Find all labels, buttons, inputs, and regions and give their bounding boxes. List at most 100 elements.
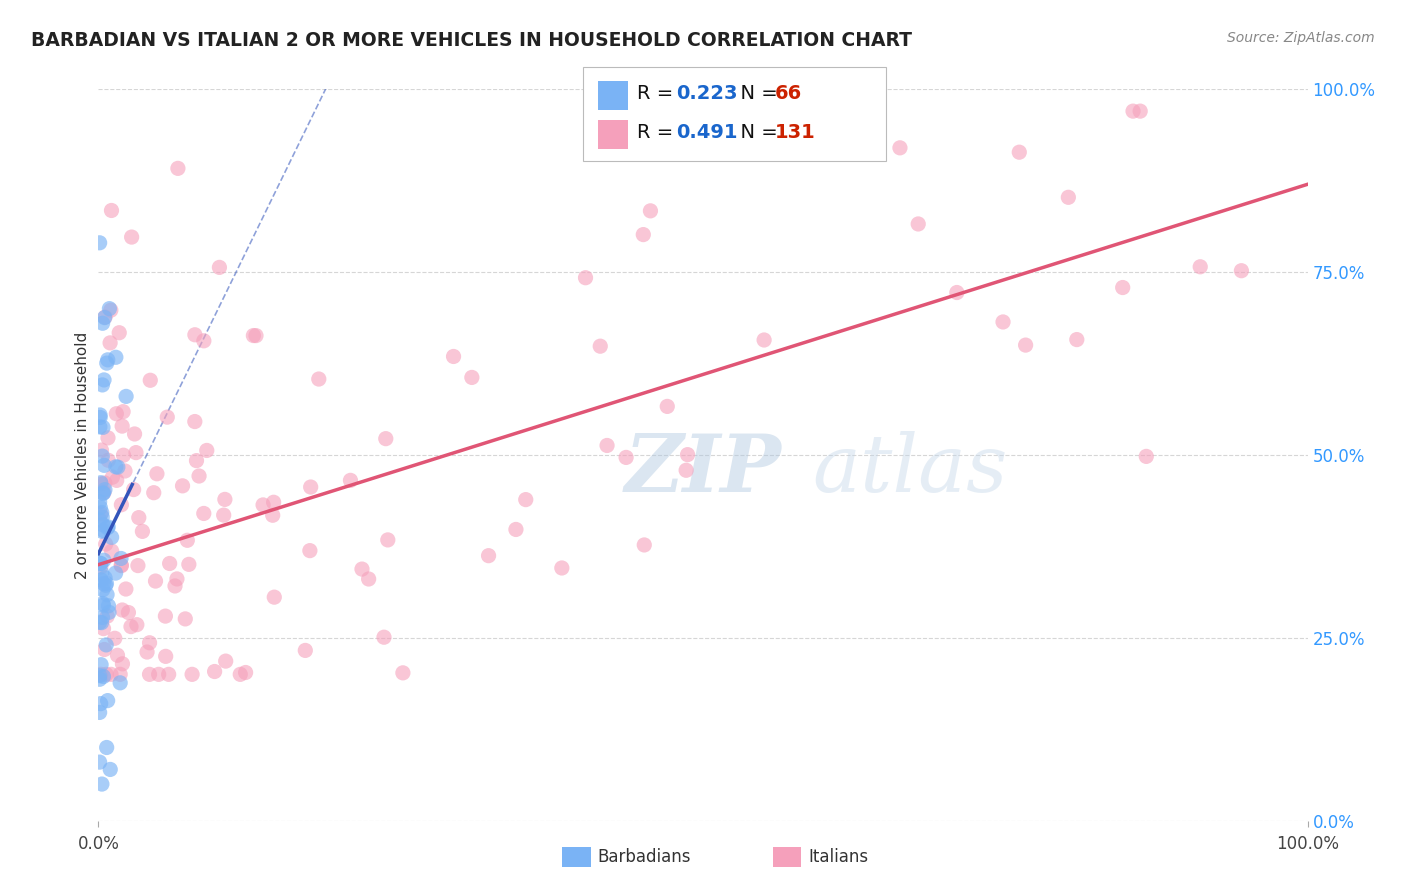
- Point: [94, 310, 117, 324]
- Point: [89, 408, 111, 422]
- Point: [657, 400, 679, 414]
- Point: [90, 560, 112, 574]
- Point: [1057, 190, 1080, 204]
- Point: [89, 513, 111, 527]
- Point: [90, 443, 112, 458]
- Point: [108, 667, 131, 681]
- Point: [89, 706, 111, 720]
- Point: [145, 574, 167, 588]
- Text: 131: 131: [775, 123, 815, 143]
- Point: [373, 630, 395, 644]
- Point: [96, 521, 118, 535]
- Point: [96, 740, 118, 755]
- Point: [90, 573, 112, 587]
- Text: Barbadians: Barbadians: [598, 848, 692, 866]
- Point: [94, 537, 117, 551]
- Y-axis label: 2 or more Vehicles in Household: 2 or more Vehicles in Household: [75, 331, 90, 579]
- Point: [262, 508, 284, 523]
- Point: [339, 474, 361, 488]
- Point: [93, 310, 115, 325]
- Point: [101, 470, 124, 484]
- Point: [93, 622, 115, 636]
- Point: [89, 235, 111, 250]
- Text: N =: N =: [728, 123, 785, 143]
- Point: [89, 673, 111, 687]
- Point: [94, 571, 117, 585]
- Point: [98, 763, 121, 777]
- Point: [90, 657, 112, 672]
- Point: [157, 667, 180, 681]
- Point: [127, 558, 149, 573]
- Point: [110, 558, 132, 573]
- Point: [89, 615, 111, 630]
- Point: [94, 483, 117, 497]
- Point: [1122, 104, 1144, 119]
- Point: [676, 448, 699, 462]
- Point: [1129, 104, 1152, 119]
- Point: [159, 557, 181, 571]
- Point: [90, 507, 112, 521]
- Point: [90, 524, 112, 539]
- Point: [110, 498, 132, 512]
- Point: [752, 333, 775, 347]
- Point: [477, 549, 499, 563]
- Point: [98, 301, 121, 316]
- Point: [120, 619, 142, 633]
- Point: [214, 492, 236, 507]
- Point: [90, 615, 112, 630]
- Point: [263, 590, 285, 604]
- Point: [377, 533, 399, 547]
- Point: [98, 335, 121, 350]
- Point: [96, 588, 118, 602]
- Point: [193, 334, 215, 348]
- Point: [89, 668, 111, 682]
- Point: [148, 667, 170, 681]
- Point: [505, 523, 527, 537]
- Point: [125, 445, 148, 459]
- Point: [184, 415, 207, 429]
- Point: [138, 667, 160, 681]
- Point: [136, 645, 159, 659]
- Point: [215, 654, 238, 668]
- Point: [89, 755, 111, 769]
- Point: [298, 543, 321, 558]
- Text: BARBADIAN VS ITALIAN 2 OR MORE VEHICLES IN HOUSEHOLD CORRELATION CHART: BARBADIAN VS ITALIAN 2 OR MORE VEHICLES …: [31, 31, 912, 50]
- Point: [1135, 450, 1157, 464]
- Point: [91, 420, 114, 434]
- Point: [91, 510, 114, 524]
- Point: [991, 315, 1014, 329]
- Point: [195, 443, 218, 458]
- Point: [96, 638, 118, 652]
- Text: R =: R =: [637, 84, 679, 103]
- Point: [96, 576, 118, 591]
- Point: [111, 419, 134, 434]
- Text: atlas: atlas: [811, 431, 1007, 508]
- Point: [589, 339, 612, 353]
- Point: [104, 351, 127, 365]
- Point: [91, 449, 114, 463]
- Point: [97, 693, 120, 707]
- Point: [94, 476, 117, 491]
- Point: [90, 475, 112, 490]
- Point: [91, 610, 114, 624]
- Point: [146, 467, 169, 481]
- Point: [96, 667, 118, 681]
- Point: [89, 500, 111, 515]
- Point: [252, 498, 274, 512]
- Point: [245, 328, 267, 343]
- Point: [111, 603, 134, 617]
- Point: [96, 356, 118, 370]
- Point: [110, 551, 132, 566]
- Point: [907, 217, 929, 231]
- Point: [104, 632, 127, 646]
- Point: [115, 389, 138, 403]
- Point: [91, 486, 114, 500]
- Point: [91, 486, 114, 500]
- Point: [108, 326, 131, 340]
- Point: [1066, 333, 1088, 347]
- Point: [93, 669, 115, 683]
- Point: [93, 642, 115, 657]
- Point: [91, 597, 114, 611]
- Point: [121, 230, 143, 244]
- Point: [374, 432, 396, 446]
